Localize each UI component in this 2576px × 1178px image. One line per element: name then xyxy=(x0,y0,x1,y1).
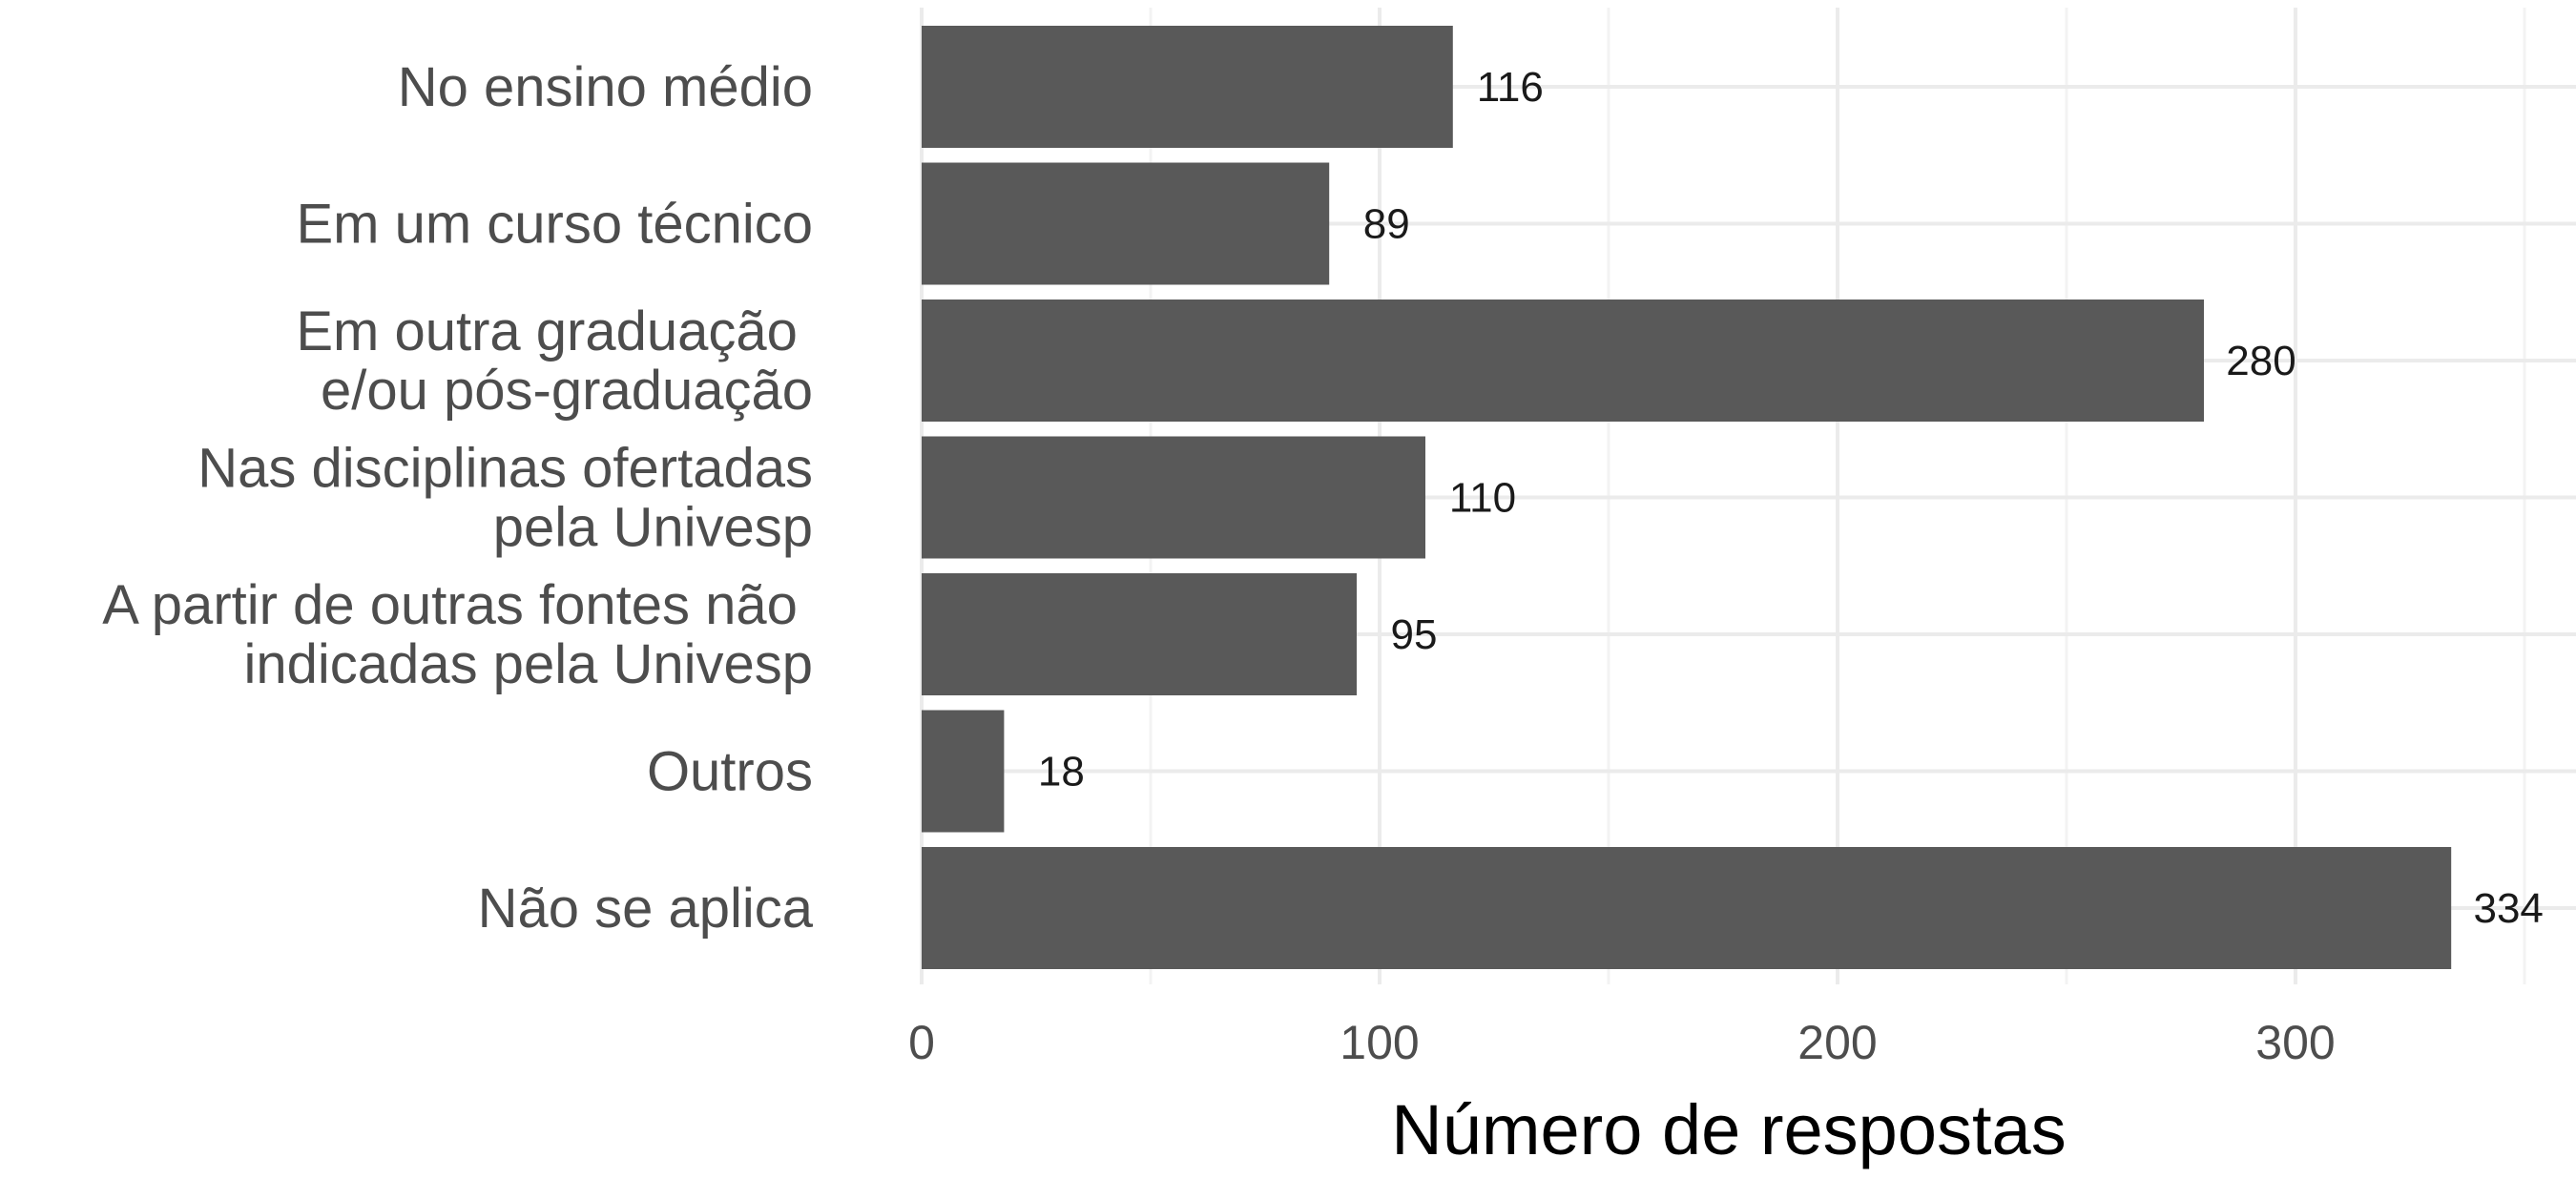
category-label-line: Em outra graduação xyxy=(296,300,813,362)
bar xyxy=(922,573,1357,695)
data-label: 95 xyxy=(1391,611,1438,658)
bar xyxy=(922,26,1453,148)
category-label-line: Não se aplica xyxy=(478,878,814,940)
category-labels: No ensino médio Em um curso técnico Em out… xyxy=(102,56,814,940)
x-tick-label: 0 xyxy=(908,1016,935,1069)
x-tick-label: 300 xyxy=(2255,1016,2335,1069)
x-tick-label: 100 xyxy=(1340,1016,1419,1069)
bar xyxy=(922,162,1330,285)
x-tick-labels: 0 100 200 300 xyxy=(908,1016,2336,1069)
data-label: 280 xyxy=(2226,338,2296,384)
category-label: Em um curso técnico xyxy=(296,194,813,256)
category-label-line: A partir de outras fontes não xyxy=(102,574,813,636)
category-label-line: No ensino médio xyxy=(398,56,813,118)
category-label: Outros xyxy=(647,741,813,803)
category-label-line: pela Univesp xyxy=(493,497,813,559)
category-label-line: Em um curso técnico xyxy=(296,194,813,256)
bar xyxy=(922,436,1425,559)
data-label: 89 xyxy=(1363,201,1410,248)
category-label-line: indicadas pela Univesp xyxy=(244,633,813,695)
category-label-line: e/ou pós-graduação xyxy=(321,360,813,422)
data-label: 334 xyxy=(2473,885,2543,932)
x-axis-title: Número de respostas xyxy=(1391,1090,2066,1169)
category-label: Em outra graduação e/ou pós-graduação xyxy=(296,300,813,422)
category-label: No ensino médio xyxy=(398,56,813,118)
category-label-line: Outros xyxy=(647,741,813,803)
category-label: Não se aplica xyxy=(478,878,814,940)
bar xyxy=(922,710,1005,833)
category-label: A partir de outras fontes não indicadas … xyxy=(102,574,813,695)
category-label-line: Nas disciplinas ofertadas xyxy=(197,438,813,500)
data-label: 18 xyxy=(1038,749,1085,796)
data-label: 116 xyxy=(1477,64,1544,111)
bar xyxy=(922,847,2452,969)
category-label: Nas disciplinas ofertadas pela Univesp xyxy=(197,438,813,559)
bars xyxy=(922,26,2452,969)
x-tick-label: 200 xyxy=(1797,1016,1877,1069)
bar xyxy=(922,300,2204,422)
data-label: 110 xyxy=(1449,475,1516,522)
data-labels: 116 89 280 110 95 18 334 xyxy=(1038,64,2544,932)
